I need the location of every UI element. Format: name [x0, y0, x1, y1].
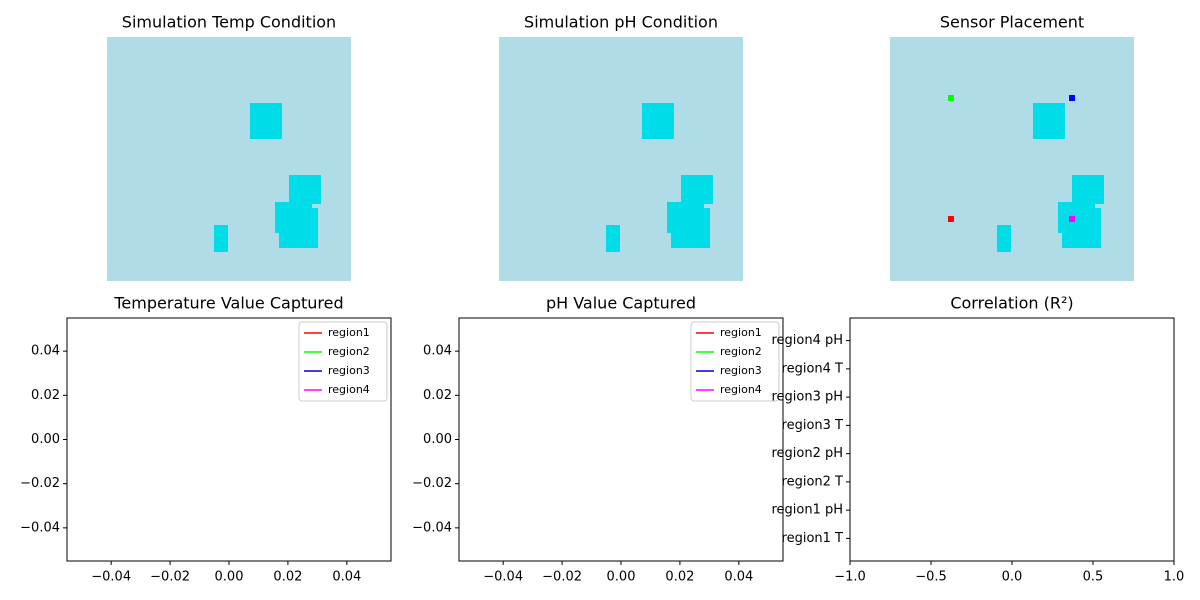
- y-tick-label: region4 pH: [771, 333, 843, 348]
- y-tick-label: region4 T: [782, 361, 844, 376]
- legend-label: region3: [328, 364, 370, 377]
- x-tick-label: 0.0: [1002, 570, 1023, 585]
- legend-label: region4: [328, 383, 370, 396]
- y-tick-label: −0.02: [20, 476, 60, 491]
- y-tick-label: region3 T: [782, 418, 844, 433]
- x-tick-label: −0.04: [483, 570, 523, 585]
- x-tick-label: −0.02: [150, 570, 190, 585]
- axes-frame: [849, 317, 1175, 562]
- sensor: [1069, 216, 1075, 222]
- sensor: [948, 95, 954, 101]
- region: [1072, 175, 1104, 204]
- x-tick-label: 0.00: [215, 570, 244, 585]
- region: [214, 225, 228, 252]
- chart-title: Correlation (R²): [950, 294, 1073, 313]
- y-tick-label: 0.02: [423, 388, 452, 403]
- region: [681, 175, 713, 204]
- x-tick-label: −1.0: [834, 570, 866, 585]
- region: [671, 208, 710, 248]
- region: [250, 103, 282, 139]
- x-tick-label: 0.04: [332, 570, 361, 585]
- x-tick-label: 0.00: [607, 570, 636, 585]
- region: [997, 225, 1011, 252]
- x-tick-label: 1.0: [1164, 570, 1185, 585]
- y-tick-label: −0.04: [412, 520, 452, 535]
- x-tick-label: 0.02: [665, 570, 694, 585]
- x-tick-label: 0.02: [273, 570, 302, 585]
- legend-label: region2: [720, 345, 762, 358]
- y-tick-label: region3 pH: [771, 390, 843, 405]
- y-tick-label: 0.02: [31, 388, 60, 403]
- sensor: [1069, 95, 1075, 101]
- x-tick-label: 0.5: [1083, 570, 1104, 585]
- legend-label: region2: [328, 345, 370, 358]
- y-tick-label: 0.04: [31, 344, 60, 359]
- sensor: [948, 216, 954, 222]
- chart-title: pH Value Captured: [546, 294, 696, 313]
- region: [1062, 208, 1101, 248]
- y-tick-label: 0.00: [423, 432, 452, 447]
- legend-label: region1: [720, 326, 762, 339]
- y-tick-label: region2 pH: [771, 446, 843, 461]
- chart-title: Sensor Placement: [940, 13, 1084, 32]
- region: [279, 208, 318, 248]
- legend-label: region4: [720, 383, 762, 396]
- legend: [690, 321, 780, 402]
- y-tick-label: region1 T: [782, 531, 844, 546]
- y-tick-label: region2 T: [782, 474, 844, 489]
- region: [606, 225, 620, 252]
- legend-label: region3: [720, 364, 762, 377]
- region: [1033, 103, 1065, 139]
- x-tick-label: −0.5: [915, 570, 947, 585]
- x-tick-label: −0.04: [91, 570, 131, 585]
- region: [289, 175, 321, 204]
- x-tick-label: −0.02: [542, 570, 582, 585]
- y-tick-label: −0.02: [412, 476, 452, 491]
- legend: [298, 321, 388, 402]
- y-tick-label: 0.00: [31, 432, 60, 447]
- x-tick-label: 0.04: [724, 570, 753, 585]
- y-tick-label: −0.04: [20, 520, 60, 535]
- chart-title: Simulation pH Condition: [524, 13, 718, 32]
- chart-title: Temperature Value Captured: [113, 294, 343, 313]
- region: [642, 103, 674, 139]
- y-tick-label: 0.04: [423, 344, 452, 359]
- legend-label: region1: [328, 326, 370, 339]
- y-tick-label: region1 pH: [771, 503, 843, 518]
- chart-title: Simulation Temp Condition: [122, 13, 336, 32]
